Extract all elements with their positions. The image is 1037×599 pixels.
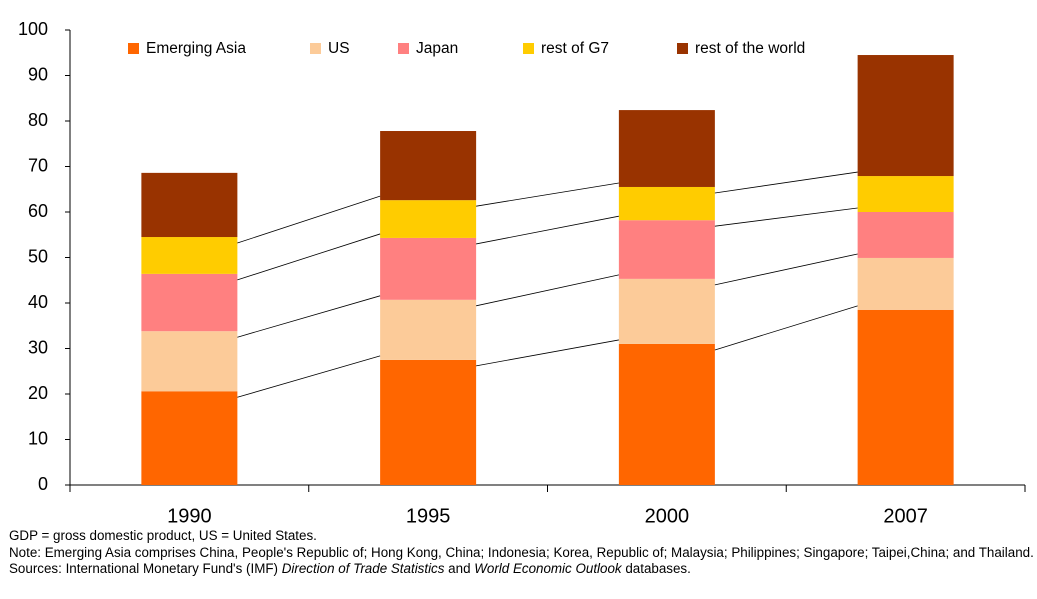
y-tick-label: 80 xyxy=(28,110,48,130)
x-tick-label: 2007 xyxy=(883,505,928,525)
legend-label: rest of G7 xyxy=(541,40,609,57)
source-text: databases. xyxy=(621,561,691,576)
bar-segment xyxy=(618,278,715,344)
bar-segment xyxy=(618,220,715,279)
footnotes: GDP = gross domestic product, US = Unite… xyxy=(9,528,1034,578)
y-tick-label: 30 xyxy=(28,337,48,357)
bar-segment xyxy=(141,331,238,392)
legend-swatch xyxy=(677,43,688,54)
connector xyxy=(714,305,858,351)
x-tick-label: 1995 xyxy=(406,505,451,525)
bar-segment xyxy=(141,172,238,238)
chart: 0 10 20 30 40 50 60 70 80 90 100 1990 1995 2000 2007 Em… xyxy=(18,19,1026,525)
source-text: and xyxy=(444,561,475,576)
legend-label: Japan xyxy=(416,40,458,57)
bar-segment xyxy=(618,186,715,221)
legend-label: US xyxy=(328,40,350,57)
bar-segment xyxy=(141,237,238,274)
x-tick-label: 2000 xyxy=(645,505,690,525)
y-tick-label: 20 xyxy=(28,383,48,403)
bar-segment xyxy=(857,309,954,485)
legend-swatch xyxy=(523,43,534,54)
bar-segment xyxy=(857,176,954,212)
bar-segment xyxy=(141,391,238,485)
y-tick-label: 60 xyxy=(28,201,48,221)
connector xyxy=(476,215,619,245)
connector xyxy=(476,182,619,207)
bar-segment xyxy=(857,55,954,177)
legend-swatch xyxy=(398,43,409,54)
note: GDP = gross domestic product, US = Unite… xyxy=(9,528,317,543)
source-text: Sources: International Monetary Fund's (… xyxy=(9,561,282,576)
bar-segment xyxy=(618,110,715,187)
connector xyxy=(237,355,381,398)
bar-segment xyxy=(857,257,954,310)
connector xyxy=(237,195,381,244)
bar-segment xyxy=(380,359,477,485)
y-tick-label: 70 xyxy=(28,155,48,175)
source-text: Direction of Trade Statistics xyxy=(281,561,445,576)
y-tick-label: 90 xyxy=(28,64,48,84)
legend-label: rest of the world xyxy=(695,40,805,57)
bar-segment xyxy=(857,212,954,258)
bar-segment xyxy=(618,343,715,485)
source-text: World Economic Outlook xyxy=(474,561,622,576)
legend-swatch xyxy=(128,43,139,54)
bar-segment xyxy=(380,237,477,300)
note: Note: Emerging Asia comprises China, Peo… xyxy=(9,544,1034,560)
bar-segment xyxy=(141,273,238,332)
connector xyxy=(476,339,619,367)
y-tick-label: 40 xyxy=(28,292,48,312)
y-tick-label: 50 xyxy=(28,246,48,266)
connector xyxy=(237,295,381,338)
y-tick-label: 10 xyxy=(28,428,48,448)
y-tick-label: 0 xyxy=(38,474,48,494)
connector xyxy=(714,207,858,227)
connector xyxy=(714,171,858,194)
bar-segment xyxy=(380,299,477,360)
legend-swatch xyxy=(310,43,321,54)
connector xyxy=(714,253,858,286)
sources: Sources: International Monetary Fund's (… xyxy=(9,561,1034,578)
bar-segment xyxy=(380,131,477,201)
connector xyxy=(476,274,619,307)
legend-label: Emerging Asia xyxy=(146,40,246,57)
y-tick-label: 100 xyxy=(18,19,48,39)
bar-segment xyxy=(380,200,477,238)
x-tick-label: 1990 xyxy=(167,505,212,525)
connector xyxy=(237,233,381,281)
